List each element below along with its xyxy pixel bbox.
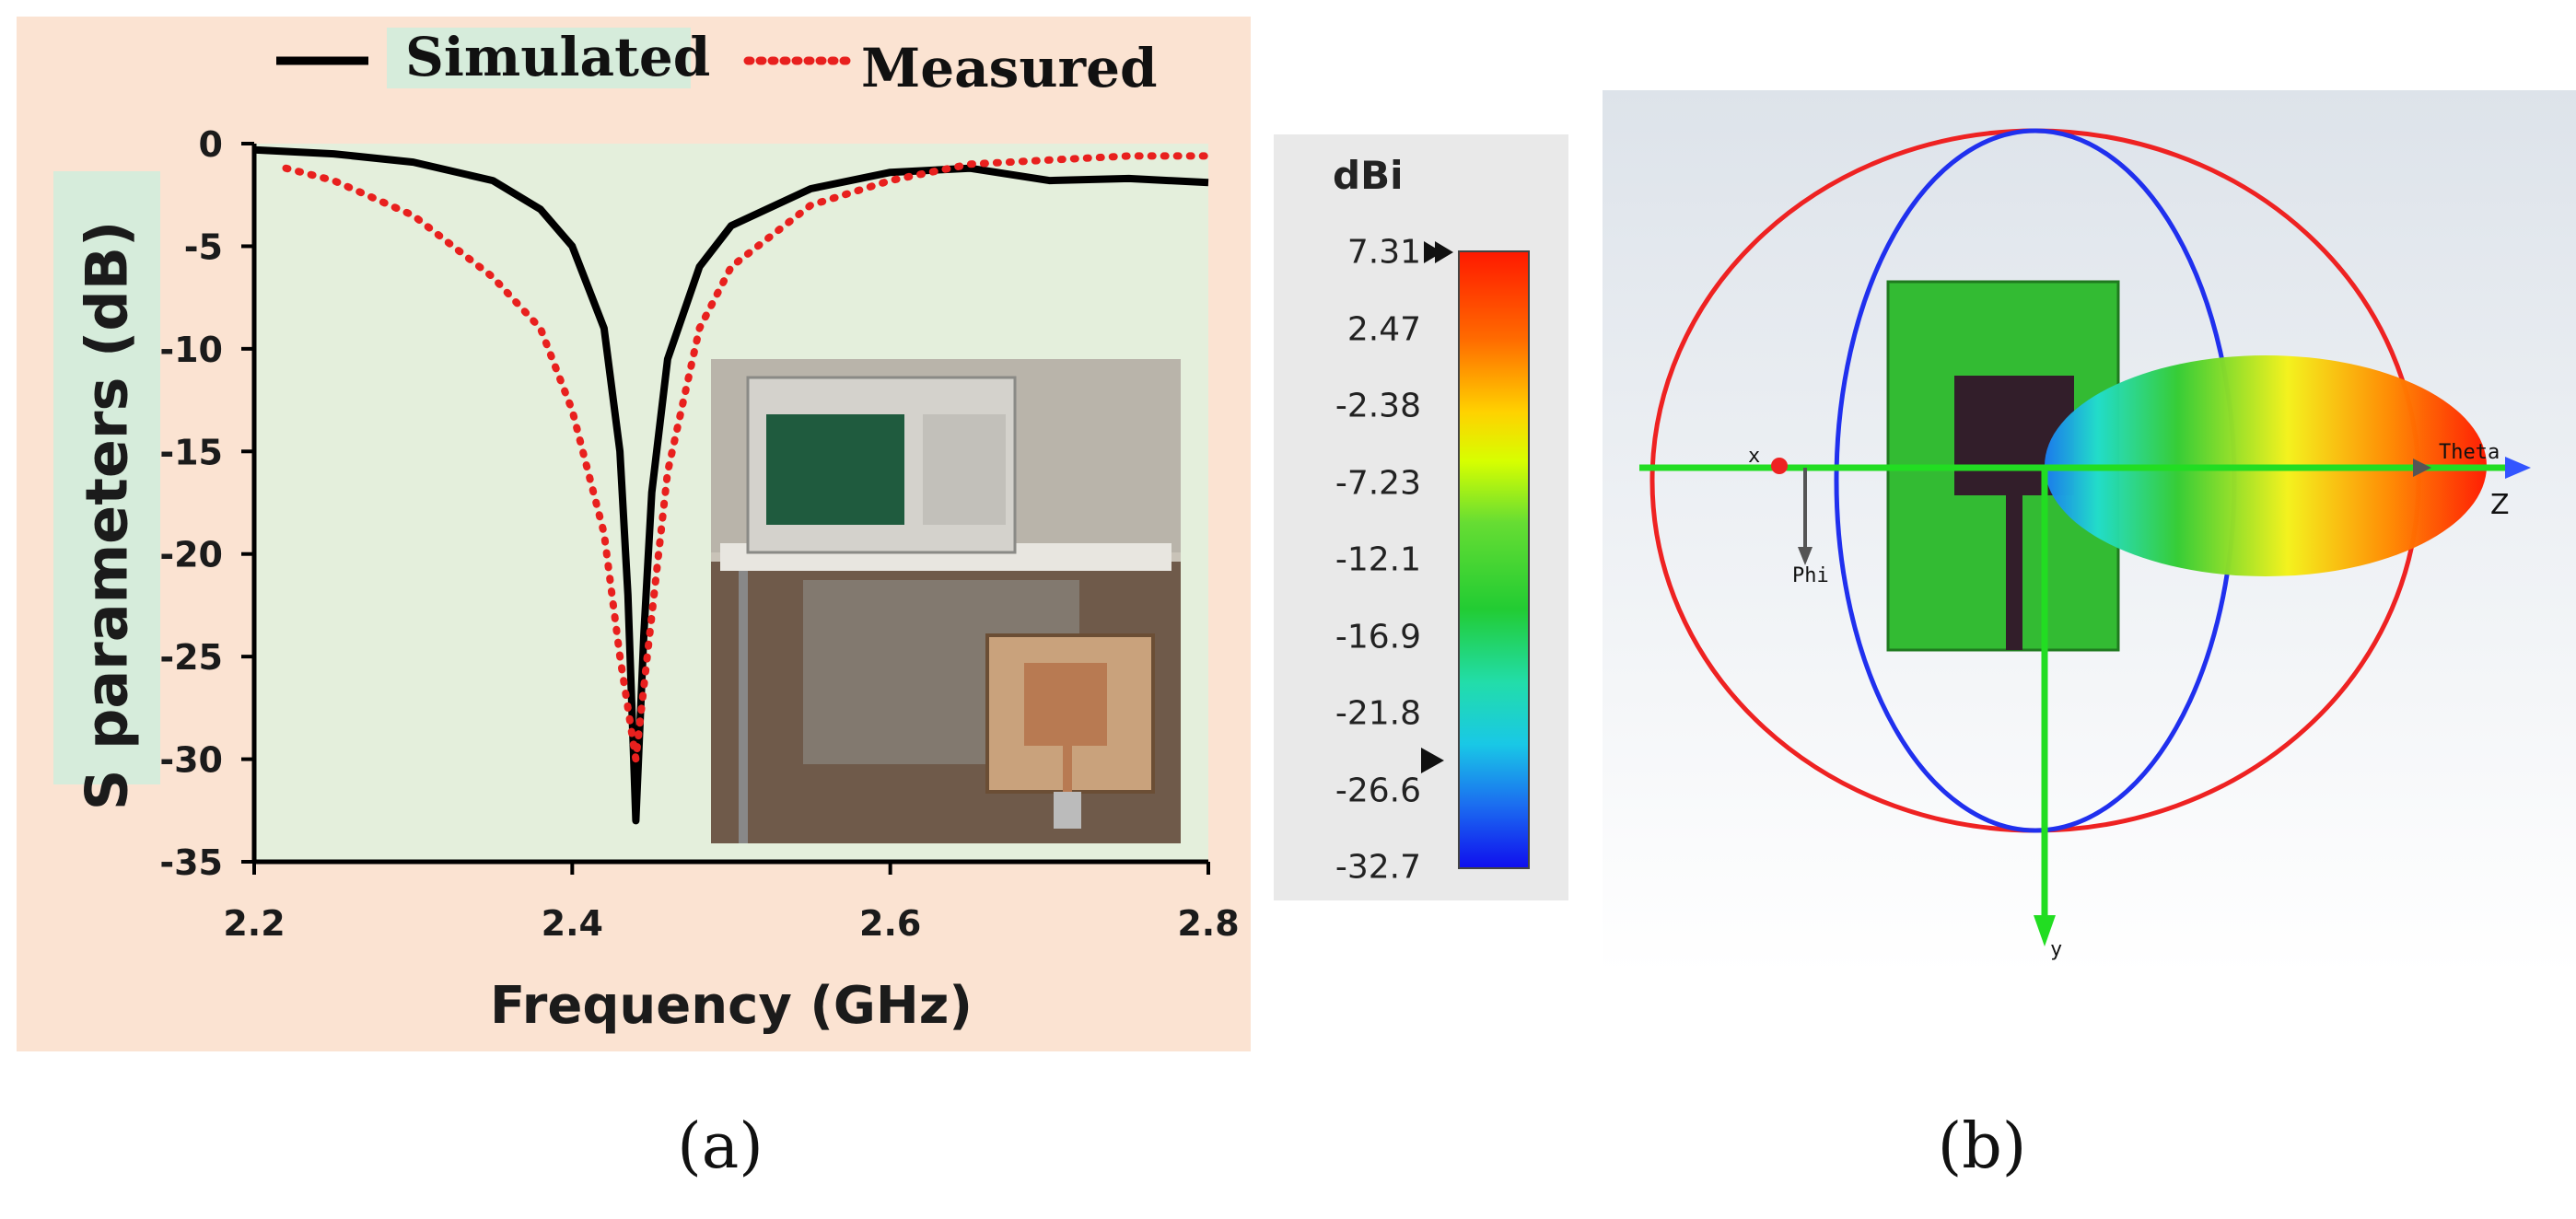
colorbar-tick-label: -21.8	[1335, 694, 1421, 733]
x-axis-marker	[1771, 458, 1788, 474]
colorbar-tick-label: -16.9	[1335, 618, 1421, 656]
axis-label-theta: Theta	[2439, 441, 2500, 464]
legend-simulated-label: Simulated	[405, 26, 711, 88]
y-tick-label: -30	[159, 740, 223, 781]
colorbar-tick-label: 7.31	[1346, 233, 1421, 272]
y-tick-label: -20	[159, 535, 223, 575]
theta-arrow-head	[2413, 459, 2431, 477]
feed-line	[2006, 495, 2022, 650]
x-tick-label: 2.8	[1177, 903, 1239, 944]
series-line-simulated	[253, 145, 1209, 825]
colorbar-gradient	[1458, 250, 1530, 869]
x-tick-label: 2.4	[542, 903, 603, 944]
legend-measured-label: Measured	[861, 37, 1158, 99]
colorbar-unit: dBi	[1333, 153, 1404, 198]
colorbar-tick-label: -2.38	[1335, 387, 1421, 425]
caption-b: (b)	[1937, 1110, 2027, 1183]
y-tick-label: 0	[199, 124, 223, 165]
colorbar-tick-label: -7.23	[1335, 464, 1421, 502]
measurement-setup-photo	[711, 359, 1181, 843]
axis-label-x: x	[1748, 445, 1760, 468]
z-axis-arrow	[2505, 457, 2531, 479]
radiation-pattern-3d: x Phi Theta Z y	[1603, 90, 2576, 974]
colorbar-tick-label: -26.6	[1335, 772, 1421, 809]
colorbar-tick-label: 2.47	[1346, 310, 1421, 348]
y-axis-arrow	[2034, 915, 2056, 946]
y-axis-label: S parameters (dB)	[73, 220, 141, 811]
x-tick-label: 2.2	[223, 903, 285, 944]
y-tick-label: -25	[159, 637, 223, 678]
legend-simulated-highlight	[387, 28, 691, 88]
colorbar-tick-label: -12.1	[1335, 540, 1421, 579]
axis-label-z: Z	[2490, 489, 2510, 521]
y-tick-label: -15	[159, 432, 223, 472]
y-tick-label: -5	[184, 226, 223, 267]
x-axis-label: Frequency (GHz)	[490, 976, 973, 1036]
y-tick-label: -35	[159, 842, 223, 883]
phi-arrow-head	[1798, 547, 1813, 565]
axis-label-y: y	[2050, 938, 2062, 961]
axis-label-phi: Phi	[1792, 564, 1829, 587]
y-tick-label: -10	[159, 330, 223, 370]
ylabel-highlight	[53, 171, 160, 784]
series-line-measured	[282, 152, 1212, 763]
colorbar-tick-label: -32.7	[1335, 848, 1421, 887]
caption-a: (a)	[677, 1110, 763, 1183]
x-tick-label: 2.6	[859, 903, 921, 944]
